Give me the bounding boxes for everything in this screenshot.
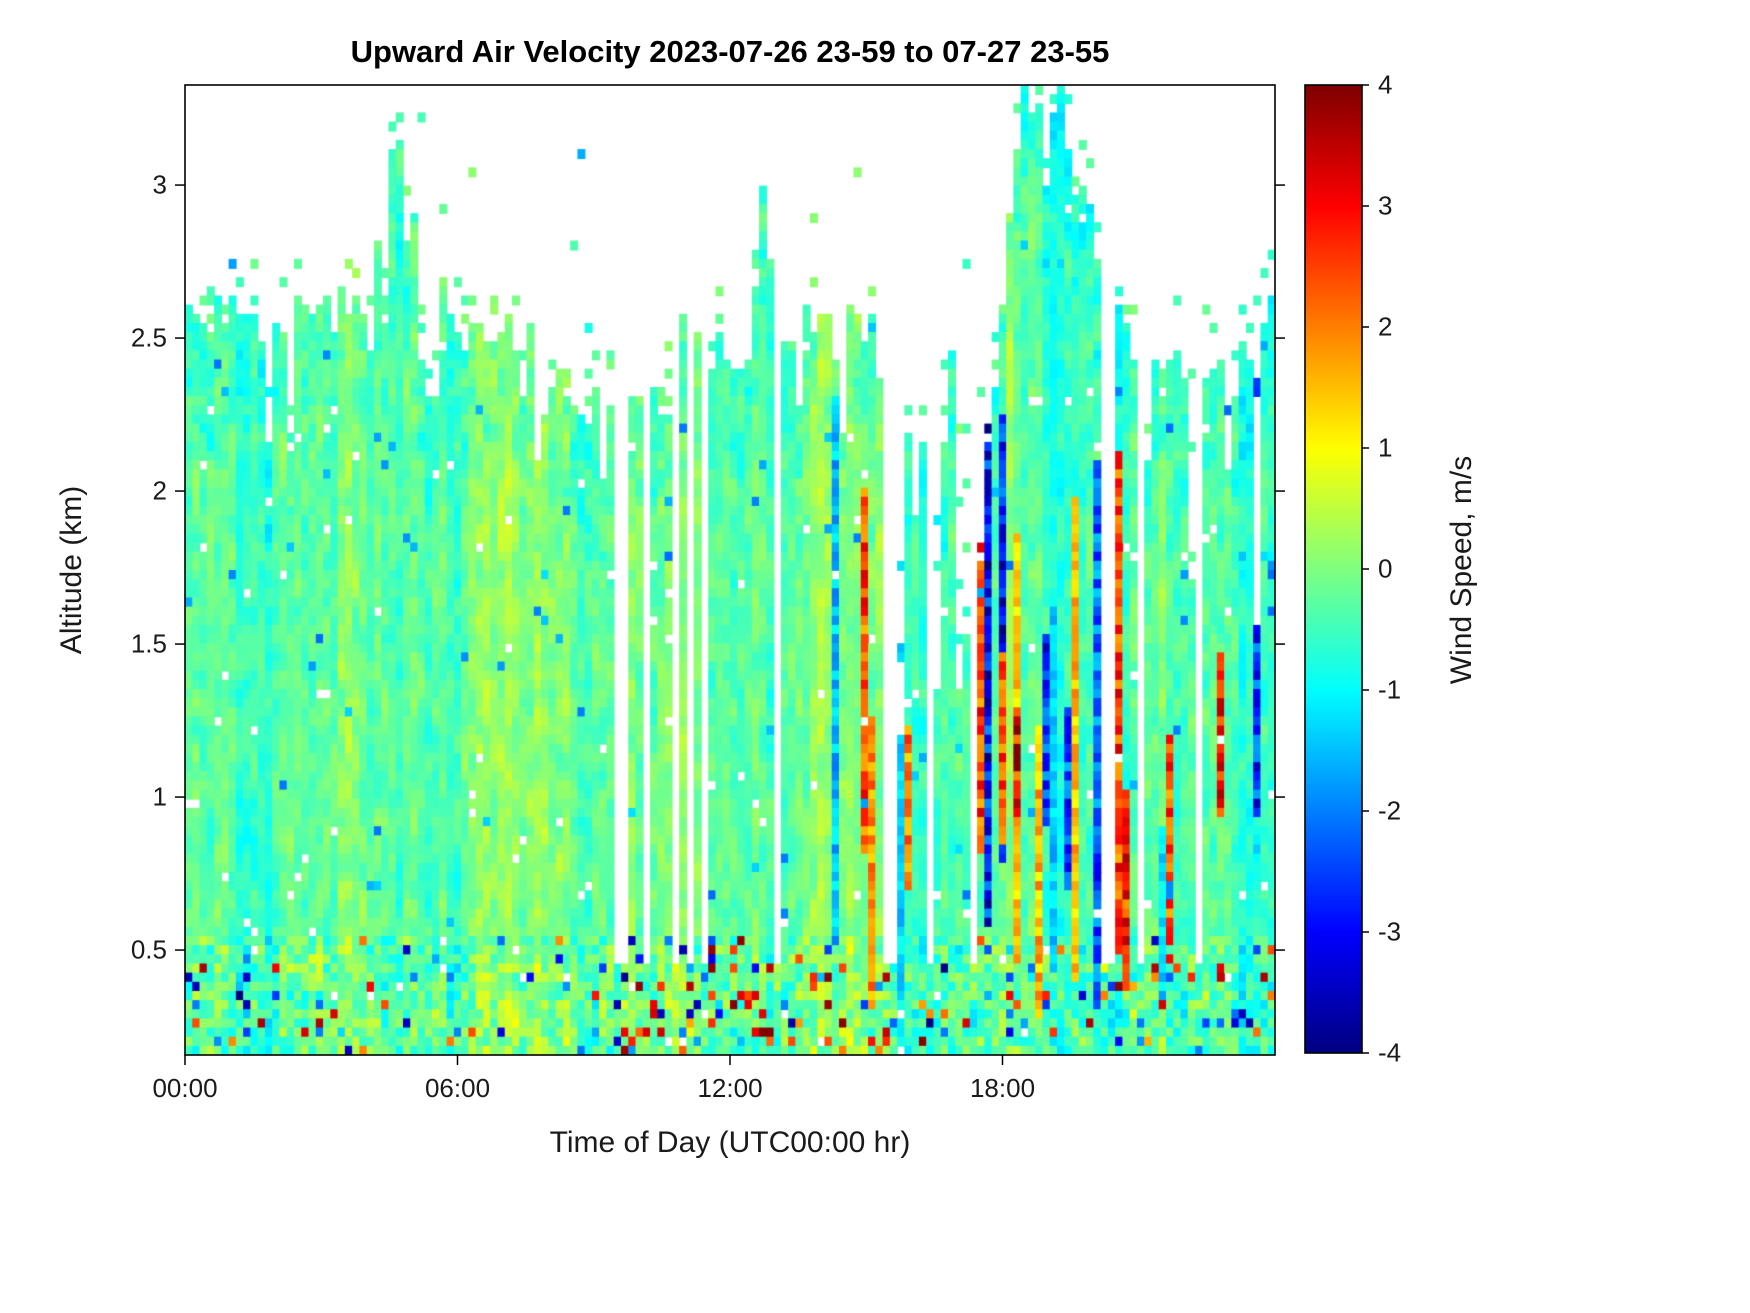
y-tick-label: 2 (152, 475, 167, 506)
colorbar-label: Wind Speed, m/s (1445, 455, 1478, 685)
colorbar-tick-label: 0 (1378, 553, 1393, 584)
colorbar-gradient (1305, 85, 1362, 1053)
colorbar-tick-label: -1 (1378, 674, 1402, 705)
heatmap-canvas (185, 85, 1275, 1055)
x-tick-label: 00:00 (152, 1073, 218, 1103)
y-tick-label: 3 (152, 169, 167, 200)
x-tick-label: 06:00 (424, 1073, 491, 1103)
y-tick-label: 2.5 (130, 322, 167, 353)
colorbar-tick-label: 2 (1378, 311, 1393, 342)
y-tick-label: 1 (152, 781, 167, 812)
colorbar-tick-label: -4 (1378, 1037, 1402, 1068)
x-tick-label: 12:00 (697, 1073, 763, 1103)
x-tick-label: 18:00 (969, 1073, 1036, 1103)
y-tick-label: 0.5 (130, 934, 167, 965)
colorbar-tick-label: 1 (1378, 432, 1393, 463)
colorbar-tick-label: 4 (1378, 69, 1393, 100)
y-tick-label: 1.5 (130, 628, 167, 659)
x-axis-label: Time of Day (UTC00:00 hr) (549, 1126, 911, 1159)
colorbar-tick-label: -2 (1378, 795, 1402, 826)
colorbar-tick-label: 3 (1378, 190, 1393, 221)
colorbar-tick-label: -3 (1378, 916, 1402, 947)
chart-title: Upward Air Velocity 2023-07-26 23-59 to … (350, 34, 1110, 69)
